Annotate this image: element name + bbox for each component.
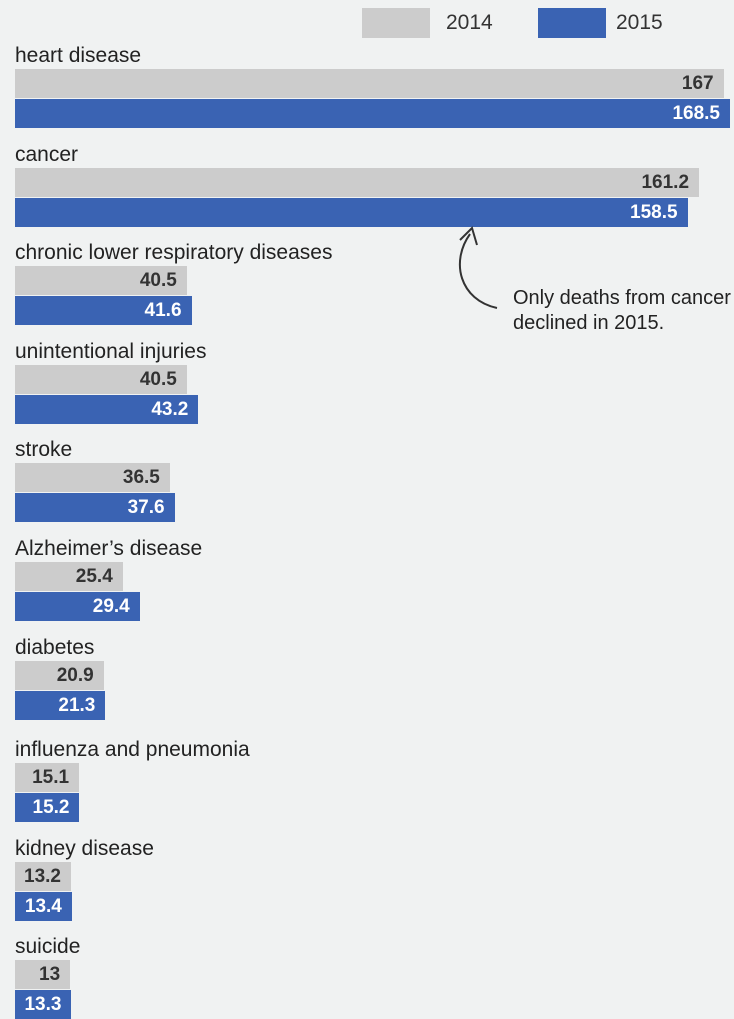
value-label-2015: 158.5 [630, 202, 678, 223]
annotation-arrow-icon [458, 226, 498, 309]
value-label-2014: 161.2 [641, 172, 690, 193]
bar-2015 [15, 493, 175, 522]
category-label: influenza and pneumonia [15, 738, 250, 761]
legend-swatch-2014 [362, 8, 430, 38]
value-label-2015: 37.6 [127, 497, 165, 518]
value-label-2014: 25.4 [75, 566, 113, 587]
bar-2015 [15, 296, 192, 325]
value-label-2015: 21.3 [58, 695, 96, 716]
category-label: diabetes [15, 636, 95, 659]
value-label-2014: 36.5 [122, 467, 160, 488]
value-label-2015: 13.3 [24, 994, 62, 1015]
value-label-2015: 43.2 [151, 399, 189, 420]
bar-2014 [15, 365, 187, 394]
bar-2015 [15, 99, 730, 128]
category-label: suicide [15, 935, 81, 958]
value-label-2014: 13 [39, 964, 61, 985]
value-label-2014: 15.1 [32, 767, 70, 788]
value-label-2014: 167 [681, 73, 714, 94]
bar-2014 [15, 168, 700, 197]
bar-2014 [15, 661, 104, 690]
category-label: kidney disease [15, 837, 154, 860]
bar-2015 [15, 691, 106, 720]
bar-2014 [15, 862, 71, 891]
value-label-2015: 168.5 [672, 103, 720, 124]
value-label-2014: 40.5 [139, 270, 177, 291]
bar-2015 [15, 198, 688, 227]
bar-2015 [15, 892, 72, 921]
bar-2015 [15, 395, 199, 424]
value-label-2015: 15.2 [32, 797, 70, 818]
annotation-text: Only deaths from cancer declined in 2015… [513, 287, 731, 334]
bar-2015 [15, 592, 140, 621]
value-label-2014: 20.9 [56, 665, 94, 686]
legend-label-2015: 2015 [616, 11, 663, 34]
value-label-2014: 40.5 [139, 369, 177, 390]
category-label: unintentional injuries [15, 340, 207, 363]
category-label: chronic lower respiratory diseases [15, 241, 333, 264]
legend-label-2014: 2014 [446, 11, 493, 34]
bar-2014 [15, 763, 80, 792]
category-label: stroke [15, 438, 73, 461]
bar-2015 [15, 793, 80, 822]
value-label-2015: 41.6 [144, 300, 182, 321]
value-label-2015: 29.4 [92, 596, 130, 617]
category-label: heart disease [15, 44, 142, 67]
legend-swatch-2015 [538, 8, 606, 38]
bar-2014 [15, 69, 724, 98]
category-label: cancer [15, 143, 79, 166]
value-label-2015: 13.4 [24, 896, 62, 917]
bar-2014 [15, 562, 123, 591]
bar-2014 [15, 960, 71, 989]
category-label: Alzheimer’s disease [15, 537, 203, 560]
bar-2014 [15, 266, 187, 295]
value-label-2014: 13.2 [24, 866, 61, 887]
bar-2014 [15, 463, 170, 492]
